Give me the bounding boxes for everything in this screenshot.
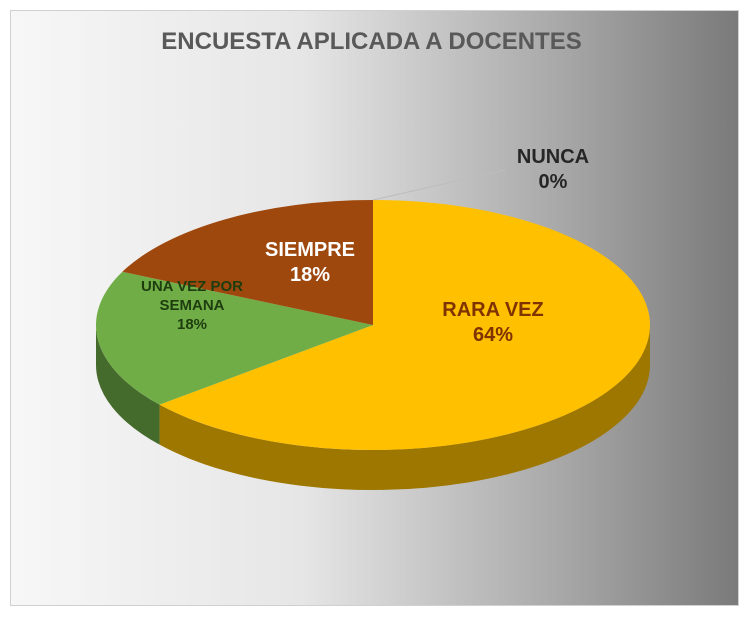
leader-line	[372, 169, 506, 201]
label-value: 64%	[472, 324, 514, 346]
slice-side	[159, 325, 651, 491]
data-label: NUNCA 0%	[493, 145, 613, 195]
label-category: SIEMPRE	[264, 239, 356, 261]
slice	[95, 271, 373, 405]
label-value: 18%	[289, 264, 331, 286]
label-category: UNA VEZ POR SEMANA	[141, 278, 243, 314]
label-value: 0%	[538, 171, 568, 193]
label-category: NUNCA	[516, 146, 590, 168]
slice	[122, 200, 373, 325]
chart-title: ENCUESTA APLICADA A DOCENTES	[161, 28, 582, 55]
data-label: RARA VEZ 64%	[413, 298, 573, 348]
slice	[159, 200, 650, 450]
slice-side	[96, 325, 160, 445]
label-value: 18%	[176, 315, 208, 333]
label-category: RARA VEZ	[442, 299, 544, 321]
data-label: SIEMPRE 18%	[250, 238, 370, 288]
data-label: UNA VEZ POR SEMANA 18%	[122, 278, 262, 334]
